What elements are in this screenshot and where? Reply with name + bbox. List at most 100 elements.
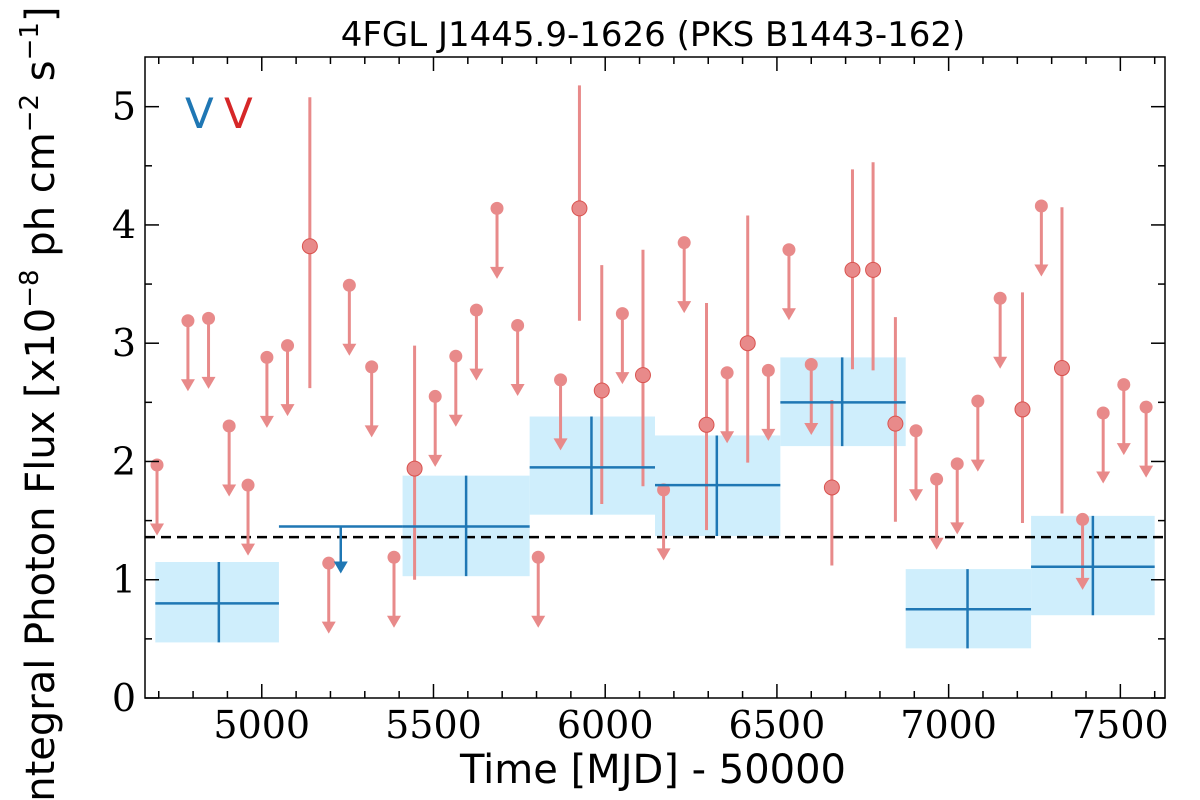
short-bin-point-8: [844, 261, 861, 278]
x-tick-label-3: 6500: [729, 703, 826, 747]
short-bin-upper-limit-17: [553, 373, 568, 451]
short-bin-detection-1: [406, 345, 423, 580]
y-axis-label-exp1: −8: [15, 269, 45, 307]
y-tick-label-4: 4: [112, 203, 136, 247]
short-bin-upper-limit-1: [180, 314, 195, 392]
short-bin-ul-point-34: [1139, 400, 1153, 414]
short-bin-upper-limit-6: [280, 339, 295, 417]
short-bin-point-9: [865, 261, 882, 278]
short-bin-detection-0: [301, 97, 318, 389]
short-bin-upper-limit-31: [1075, 512, 1090, 590]
short-bin-ul-head-22: [761, 428, 776, 441]
short-bin-ul-head-19: [656, 548, 671, 561]
x-tick-label-0: 5000: [213, 703, 310, 747]
y-axis-label-mid: ph cm: [18, 132, 64, 269]
short-bin-ul-head-25: [909, 489, 924, 502]
short-bin-ul-point-11: [428, 389, 442, 403]
short-bin-upper-limit-0: [150, 458, 165, 536]
short-bin-ul-point-22: [761, 363, 775, 377]
chart-title: 4FGL J1445.9-1626 (PKS B1443-162): [341, 15, 966, 55]
short-bin-detection-4: [634, 249, 651, 487]
y-tick-label-3: 3: [112, 321, 136, 365]
short-bin-upper-limit-26: [929, 472, 944, 550]
short-bin-ul-point-14: [490, 201, 504, 215]
short-bin-ul-head-4: [241, 543, 256, 556]
short-bin-point-1: [406, 460, 423, 477]
short-bin-upper-limit-29: [993, 291, 1008, 369]
short-bin-upper-limit-20: [677, 236, 692, 314]
short-bin-ul-point-8: [342, 278, 356, 292]
short-bin-upper-limit-22: [761, 363, 776, 441]
short-bin-upper-limit-21: [720, 366, 735, 444]
short-bin-ul-head-13: [469, 368, 484, 381]
short-bin-ul-head-16: [531, 615, 546, 628]
short-bin-ul-head-10: [386, 615, 401, 628]
y-axis-label-main: Integral Photon Flux [x10: [18, 308, 64, 800]
short-bin-ul-head-34: [1139, 465, 1154, 478]
long-bin-6: [905, 569, 1032, 649]
short-bin-ul-point-6: [281, 339, 295, 353]
short-bin-upper-limit-16: [531, 550, 546, 628]
short-bin-ul-head-5: [259, 415, 274, 428]
short-bin-upper-limit-24: [804, 357, 819, 435]
short-bin-point-10: [887, 415, 904, 432]
short-bin-upper-limit-18: [615, 307, 630, 385]
short-bin-point-0: [301, 238, 318, 255]
short-bin-ul-head-24: [804, 422, 819, 435]
short-bin-detection-12: [1053, 207, 1070, 514]
short-bin-upper-limit-15: [510, 318, 525, 396]
short-bin-upper-limit-4: [241, 478, 256, 556]
short-bin-upper-limit-34: [1139, 400, 1154, 478]
short-bin-upper-limit-33: [1116, 378, 1131, 456]
short-bin-ul-point-24: [804, 357, 818, 371]
short-bin-ul-point-30: [1034, 199, 1048, 213]
short-bin-ul-point-15: [511, 318, 525, 332]
short-bin-ul-head-31: [1075, 577, 1090, 590]
short-bin-ul-head-33: [1116, 443, 1131, 456]
short-bin-ul-point-26: [930, 472, 944, 486]
y-axis-label: Integral Photon Flux [x10−8 ph cm−2 s−1]: [15, 6, 64, 800]
short-bin-ul-head-20: [677, 301, 692, 314]
short-bin-ul-point-10: [387, 550, 401, 564]
short-bin-upper-limit-23: [781, 243, 796, 321]
short-bin-ul-point-28: [971, 394, 985, 408]
short-bin-detection-5: [698, 302, 715, 531]
short-bin-point-11: [1014, 401, 1031, 418]
short-bin-ul-head-14: [490, 266, 505, 279]
short-bin-ul-head-27: [950, 522, 965, 535]
short-bin-upper-limit-32: [1096, 406, 1111, 484]
short-bin-ul-point-17: [554, 373, 568, 387]
short-bin-upper-limit-13: [469, 303, 484, 381]
long-bin-2: [402, 475, 530, 577]
y-axis-label-s: s: [18, 60, 64, 94]
short-bin-upper-limit-3: [222, 419, 237, 497]
short-bin-ul-head-6: [280, 404, 295, 417]
short-bin-ul-head-3: [222, 484, 237, 497]
short-bin-ul-head-21: [720, 431, 735, 444]
long-bin-3: [529, 416, 655, 515]
short-bin-ul-point-12: [449, 349, 463, 363]
y-axis-label-exp2: −2: [15, 94, 45, 132]
y-tick-label-2: 2: [112, 439, 136, 483]
short-bin-ul-point-3: [222, 419, 236, 433]
long-bin-points: [155, 357, 1155, 649]
short-bin-ul-head-0: [150, 523, 165, 536]
short-bin-ul-point-23: [782, 243, 796, 257]
long-bin-bands: [155, 357, 1155, 649]
x-tick-label-1: 5500: [385, 703, 482, 747]
short-bin-ul-head-26: [929, 537, 944, 550]
legend-entry-short-bin: V: [224, 89, 253, 138]
short-bin-ul-point-31: [1076, 512, 1090, 526]
short-bin-detection-9: [865, 162, 882, 371]
short-bin-ul-point-21: [720, 366, 734, 380]
short-bin-detection-6: [739, 215, 756, 463]
y-axis-label-end: ]: [18, 6, 64, 22]
short-bin-ul-head-18: [615, 372, 630, 385]
x-axis-label: Time [MJD] - 50000: [459, 747, 846, 793]
short-bin-ul-head-7: [321, 621, 336, 634]
short-bin-point-2: [571, 200, 588, 217]
long-bin-ul-head-1: [333, 561, 348, 574]
short-bin-ul-point-13: [469, 303, 483, 317]
short-bin-detection-7: [823, 399, 840, 566]
short-bin-ul-head-15: [510, 383, 525, 396]
